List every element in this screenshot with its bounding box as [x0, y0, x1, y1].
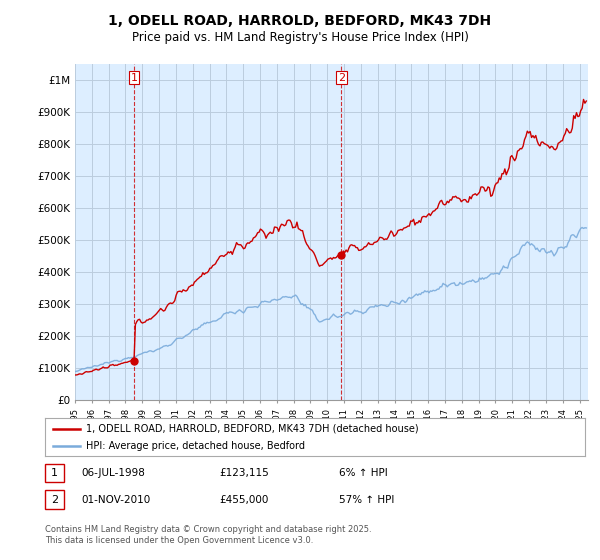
Text: 2: 2 [51, 494, 58, 505]
Text: 2: 2 [338, 73, 345, 83]
Text: 1: 1 [51, 468, 58, 478]
Text: 06-JUL-1998: 06-JUL-1998 [81, 468, 145, 478]
Text: Price paid vs. HM Land Registry's House Price Index (HPI): Price paid vs. HM Land Registry's House … [131, 31, 469, 44]
Text: 6% ↑ HPI: 6% ↑ HPI [339, 468, 388, 478]
Text: £123,115: £123,115 [219, 468, 269, 478]
Text: £455,000: £455,000 [219, 494, 268, 505]
Text: Contains HM Land Registry data © Crown copyright and database right 2025.
This d: Contains HM Land Registry data © Crown c… [45, 525, 371, 545]
Text: 57% ↑ HPI: 57% ↑ HPI [339, 494, 394, 505]
Text: HPI: Average price, detached house, Bedford: HPI: Average price, detached house, Bedf… [86, 441, 305, 451]
Text: 1, ODELL ROAD, HARROLD, BEDFORD, MK43 7DH (detached house): 1, ODELL ROAD, HARROLD, BEDFORD, MK43 7D… [86, 423, 418, 433]
Text: 1: 1 [131, 73, 137, 83]
Text: 1, ODELL ROAD, HARROLD, BEDFORD, MK43 7DH: 1, ODELL ROAD, HARROLD, BEDFORD, MK43 7D… [109, 14, 491, 28]
Text: 01-NOV-2010: 01-NOV-2010 [81, 494, 150, 505]
